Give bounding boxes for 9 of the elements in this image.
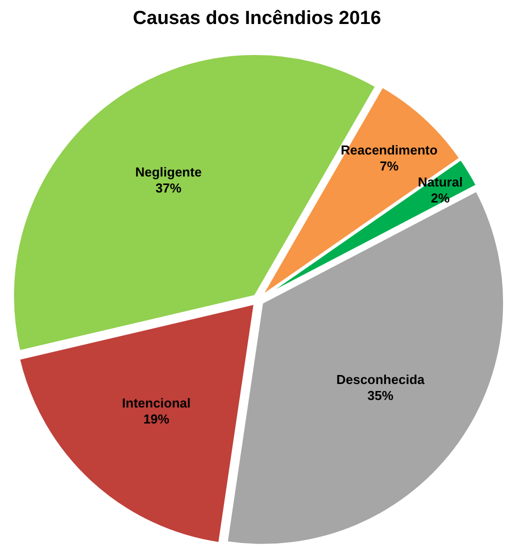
data-label: 35%	[367, 388, 394, 404]
slice-label: Desconhecida	[336, 372, 426, 388]
chart-title: Causas dos Incêndios 2016	[132, 8, 382, 29]
slice-label: Intencional	[122, 396, 191, 411]
data-label: 7%	[380, 158, 399, 174]
data-label: 37%	[155, 180, 182, 196]
data-label: 19%	[143, 412, 170, 427]
slice-label: Negligente	[135, 164, 202, 180]
data-label: 2%	[430, 190, 450, 206]
